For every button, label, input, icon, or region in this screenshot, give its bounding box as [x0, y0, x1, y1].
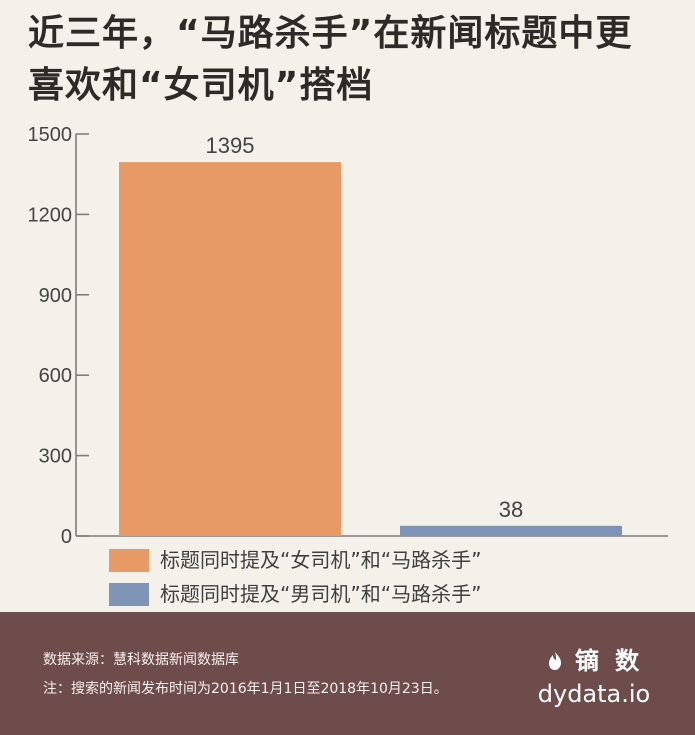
- y-axis-tick-label-900: 900: [39, 285, 72, 307]
- time-range-note: 注：搜索的新闻发布时间为2016年1月1日至2018年10月23日。: [43, 681, 448, 697]
- y-axis-tick-label-600: 600: [39, 365, 72, 387]
- bar-female-driver: [119, 162, 341, 536]
- y-axis-tick-label-1500: 1500: [28, 124, 73, 146]
- legend-swatch-female-driver: [109, 548, 149, 572]
- brand-name: 镝 数: [574, 647, 644, 675]
- chart-legend: 标题同时提及“女司机”和“马路杀手” 标题同时提及“男司机”和“马路杀手”: [109, 543, 609, 611]
- bar-value-label-male-driver: 38: [499, 497, 523, 522]
- bar-chart: 0 300 600 900 1200 1500 1395 38: [28, 124, 668, 548]
- legend-item-female-driver: 标题同时提及“女司机”和“马路杀手”: [109, 543, 609, 577]
- y-axis-tick-label-0: 0: [61, 526, 72, 543]
- chart-title: 近三年，“马路杀手”在新闻标题中更喜欢和“女司机”搭档: [28, 13, 633, 106]
- bar-chart-area: 0 300 600 900 1200 1500 1395 38: [0, 118, 695, 548]
- flame-icon: [548, 652, 561, 670]
- brand-mark: 镝 数 dydata.io: [519, 647, 669, 706]
- bar-value-label-female-driver: 1395: [206, 133, 255, 158]
- legend-item-male-driver: 标题同时提及“男司机”和“马路杀手”: [109, 577, 609, 611]
- brand-url: dydata.io: [537, 680, 651, 708]
- y-axis-tick-label-1200: 1200: [28, 204, 73, 226]
- bar-male-driver: [400, 525, 622, 536]
- legend-label-female-driver: 标题同时提及“女司机”和“马路杀手”: [160, 548, 482, 572]
- data-source-text: 数据来源：慧科数据新闻数据库: [43, 652, 239, 668]
- legend-label-male-driver: 标题同时提及“男司机”和“马路杀手”: [160, 582, 482, 606]
- legend-swatch-male-driver: [109, 582, 149, 606]
- footer-notes: 数据来源：慧科数据新闻数据库 注：搜索的新闻发布时间为2016年1月1日至201…: [43, 646, 448, 704]
- y-axis-tick-label-300: 300: [39, 446, 72, 468]
- footer-panel: 数据来源：慧科数据新闻数据库 注：搜索的新闻发布时间为2016年1月1日至201…: [0, 612, 695, 735]
- brand-logo-row: 镝 数: [519, 647, 669, 675]
